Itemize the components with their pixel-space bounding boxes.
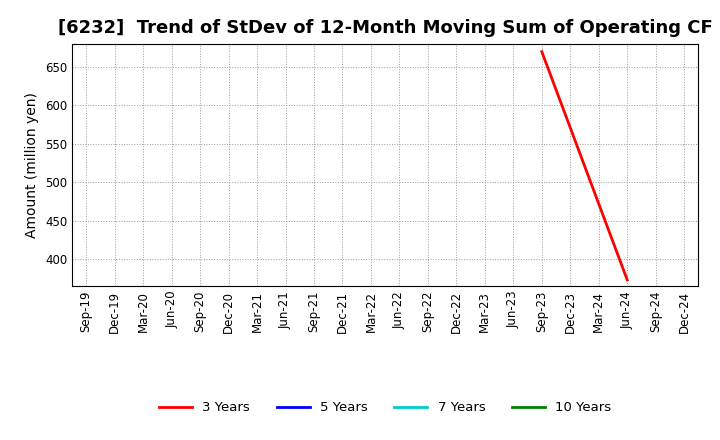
Title: [6232]  Trend of StDev of 12-Month Moving Sum of Operating CF: [6232] Trend of StDev of 12-Month Moving… (58, 19, 713, 37)
Y-axis label: Amount (million yen): Amount (million yen) (25, 92, 40, 238)
Legend: 3 Years, 5 Years, 7 Years, 10 Years: 3 Years, 5 Years, 7 Years, 10 Years (153, 396, 617, 420)
